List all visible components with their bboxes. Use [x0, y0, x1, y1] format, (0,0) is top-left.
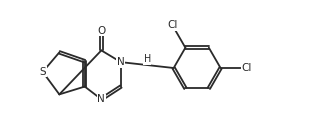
Text: Cl: Cl [167, 20, 178, 30]
Text: O: O [97, 26, 106, 36]
Text: N: N [117, 57, 125, 67]
Text: Cl: Cl [241, 63, 252, 73]
Text: S: S [39, 67, 46, 77]
Text: H: H [144, 55, 151, 64]
Text: N: N [98, 94, 105, 104]
